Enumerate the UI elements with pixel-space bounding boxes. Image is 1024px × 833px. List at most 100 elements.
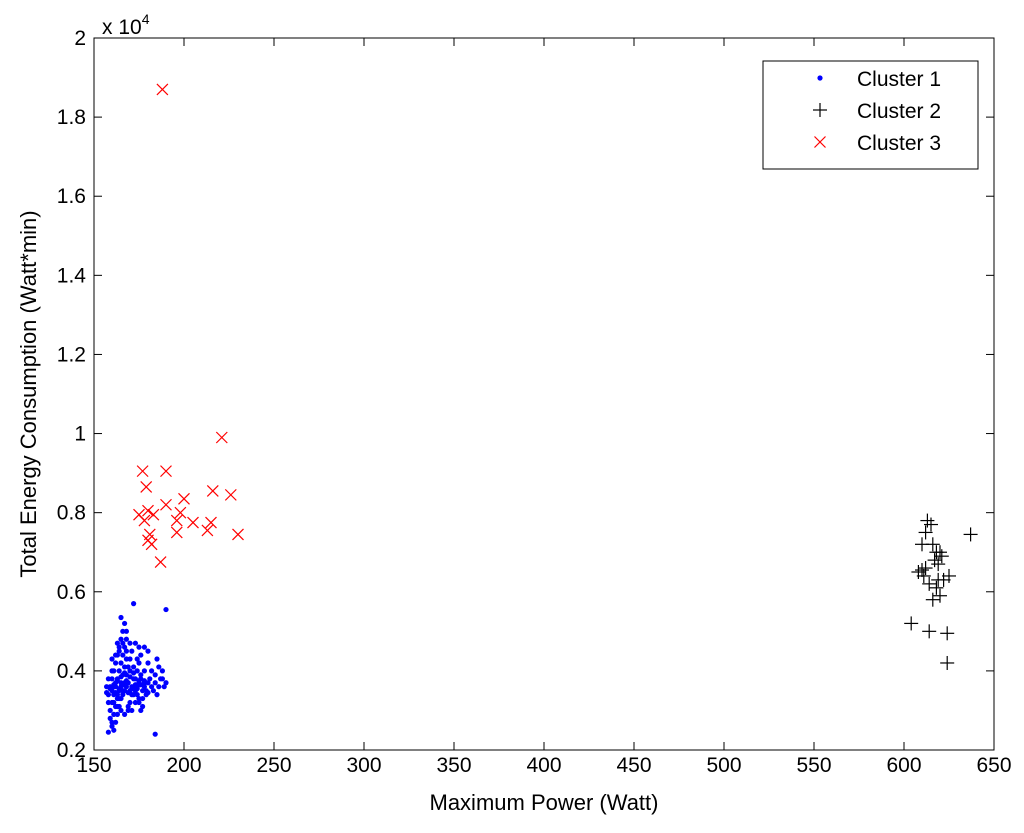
data-point <box>931 557 946 572</box>
data-point <box>922 624 937 639</box>
y-multiplier: x 104 <box>102 11 150 39</box>
data-point <box>123 678 129 684</box>
data-point <box>113 652 119 658</box>
data-point <box>120 628 126 634</box>
data-point <box>114 640 120 646</box>
data-point <box>105 699 111 706</box>
data-point <box>904 616 919 631</box>
data-point <box>929 580 944 595</box>
y-tick-label: 1.4 <box>57 264 87 287</box>
data-point <box>136 660 142 666</box>
data-point <box>105 729 111 735</box>
data-point <box>109 676 115 682</box>
data-point <box>915 537 929 552</box>
data-point <box>145 538 158 551</box>
data-point <box>131 601 137 607</box>
data-point <box>136 644 142 650</box>
data-point <box>109 656 115 662</box>
data-point <box>120 692 126 698</box>
data-point <box>174 506 187 519</box>
x-tick-label: 550 <box>796 754 831 777</box>
data-point <box>136 678 142 684</box>
data-point <box>931 572 946 587</box>
data-point <box>127 640 133 646</box>
axis-ticks <box>93 37 995 751</box>
data-point <box>963 527 978 542</box>
data-point <box>109 723 115 729</box>
data-point <box>127 656 133 662</box>
data-point <box>118 674 124 680</box>
data-point <box>129 686 135 692</box>
data-point <box>150 688 156 694</box>
data-point <box>161 684 167 690</box>
legend: Cluster 1 Cluster 2 Cluster 3 <box>762 60 979 170</box>
data-point <box>111 711 117 718</box>
data-point <box>138 652 144 658</box>
x-tick-label: 500 <box>706 754 741 777</box>
data-point <box>104 690 110 696</box>
data-point <box>924 517 938 532</box>
data-point <box>170 514 183 527</box>
y-tick-label: 0.6 <box>57 581 86 604</box>
data-point <box>127 699 133 706</box>
data-point <box>915 563 929 578</box>
data-point <box>125 707 131 714</box>
data-point <box>159 668 165 674</box>
data-point <box>206 484 219 497</box>
data-point <box>940 626 955 641</box>
series-cluster-2 <box>904 513 978 670</box>
data-point <box>140 695 146 702</box>
data-point <box>131 664 137 670</box>
data-point <box>145 660 151 666</box>
y-tick-label: 0.4 <box>57 660 87 683</box>
data-point <box>147 508 160 521</box>
data-point <box>149 684 155 690</box>
data-points <box>104 83 978 737</box>
data-point <box>152 731 158 737</box>
data-point <box>141 668 147 674</box>
data-point <box>918 525 933 540</box>
data-point <box>232 528 244 541</box>
legend-label: Cluster 1 <box>857 68 941 91</box>
data-point <box>138 672 144 678</box>
data-point <box>934 549 949 564</box>
data-point <box>113 690 119 696</box>
data-point <box>105 676 111 682</box>
y-tick-labels: 0.2 0.4 0.6 0.8 1 1.2 1.4 1.6 1.8 2 <box>57 27 87 762</box>
data-point <box>111 682 117 688</box>
data-point <box>116 686 122 692</box>
data-point <box>122 670 128 676</box>
x-tick-label: 450 <box>616 754 651 777</box>
data-point <box>125 664 131 670</box>
data-point <box>114 711 120 718</box>
data-point <box>111 727 117 733</box>
data-point <box>160 498 172 511</box>
data-point <box>109 719 115 725</box>
data-point <box>116 644 122 650</box>
y-tick-label: 1.8 <box>57 106 86 129</box>
data-point <box>933 545 947 560</box>
data-point <box>925 592 940 607</box>
series-cluster-3 <box>133 83 244 569</box>
data-point <box>136 465 149 478</box>
data-point <box>134 692 140 698</box>
data-point <box>145 690 151 696</box>
data-point <box>205 516 217 529</box>
data-point <box>149 668 155 674</box>
data-point <box>920 513 935 528</box>
data-point <box>136 699 142 706</box>
x-tick-labels: 150 200 250 300 350 400 450 500 550 600 650 <box>76 754 1011 777</box>
data-point <box>916 568 931 583</box>
data-point <box>116 695 122 702</box>
data-point <box>138 514 151 527</box>
legend-marker <box>814 136 826 148</box>
data-point <box>187 516 199 529</box>
data-point <box>154 656 160 662</box>
data-point <box>163 680 169 686</box>
data-point <box>120 682 126 688</box>
data-point <box>107 686 113 692</box>
data-point <box>123 656 129 662</box>
x-axis-label: Maximum Power (Watt) <box>430 790 659 815</box>
data-point <box>123 636 129 642</box>
